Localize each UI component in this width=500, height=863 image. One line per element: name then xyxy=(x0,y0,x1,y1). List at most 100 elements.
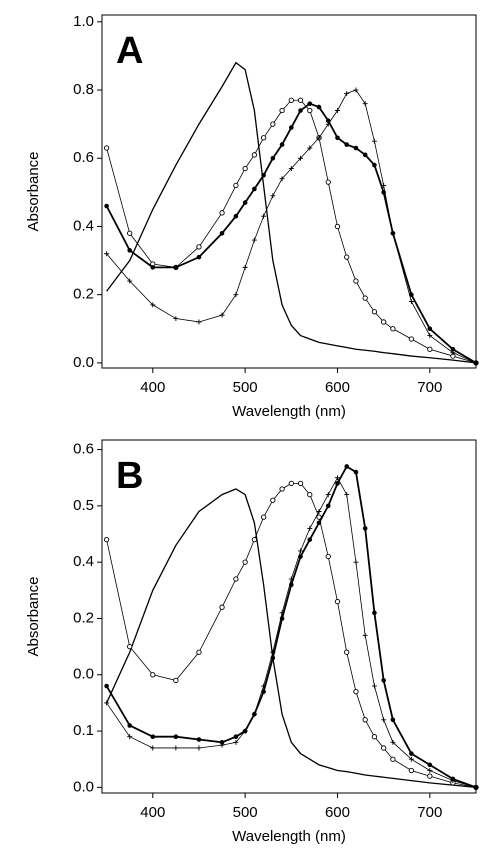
dot-marker xyxy=(150,265,156,270)
circle-marker xyxy=(390,326,396,332)
circle-marker xyxy=(251,152,258,158)
plus-marker xyxy=(251,237,257,243)
plus-marker xyxy=(127,734,133,740)
x-tick-label: 500 xyxy=(233,804,258,821)
dot-marker xyxy=(325,503,331,509)
plus-marker xyxy=(173,316,179,322)
circle-marker xyxy=(260,514,267,520)
dot-marker xyxy=(381,678,386,683)
dot-marker xyxy=(409,751,414,756)
plus-marker xyxy=(427,767,433,773)
y-tick-label: 0.6 xyxy=(73,149,94,166)
circle-marker xyxy=(251,537,258,543)
plus-marker xyxy=(362,101,368,107)
circle-marker xyxy=(381,745,387,751)
y-tick-label: 0.0 xyxy=(73,354,94,371)
y-tick-label: 0.2 xyxy=(73,286,94,303)
circle-marker xyxy=(233,182,239,189)
circle-marker xyxy=(150,672,156,678)
plus-marker xyxy=(104,251,110,257)
x-tick-label: 500 xyxy=(233,379,258,396)
circle-marker xyxy=(233,576,239,582)
circle-marker xyxy=(127,643,133,650)
plus-marker xyxy=(279,610,285,616)
plus-marker xyxy=(196,745,202,751)
spectrum-line xyxy=(106,488,477,789)
plus-marker xyxy=(242,728,248,734)
circle-marker xyxy=(390,756,396,762)
spectrum-line xyxy=(106,476,477,788)
plus-marker xyxy=(270,193,276,199)
dot-marker xyxy=(104,683,109,689)
plus-marker xyxy=(325,492,331,498)
y-tick-label: 0.8 xyxy=(73,81,94,98)
x-axis-label: Wavelength (nm) xyxy=(232,828,346,845)
circle-marker xyxy=(270,121,276,127)
plus-marker xyxy=(307,145,313,151)
x-tick-label: 600 xyxy=(325,379,350,396)
plot-frame xyxy=(101,439,477,794)
x-tick-label: 400 xyxy=(140,804,165,821)
spectrum-line xyxy=(105,102,477,364)
dot-marker xyxy=(344,142,350,147)
y-axis-label: Absorbance xyxy=(25,576,42,656)
plus-marker xyxy=(362,632,368,638)
circle-marker xyxy=(381,319,387,325)
plus-marker xyxy=(173,745,179,751)
dot-marker xyxy=(242,200,248,205)
circle-marker xyxy=(408,767,415,774)
dot-marker xyxy=(307,537,313,542)
plus-marker xyxy=(307,525,313,531)
plus-marker xyxy=(219,312,225,318)
dot-marker xyxy=(427,762,433,768)
circle-marker xyxy=(371,734,378,740)
plus-marker xyxy=(381,717,387,723)
dot-marker xyxy=(127,723,133,728)
plus-marker xyxy=(344,90,350,96)
plus-marker xyxy=(334,107,340,113)
panel-label: B xyxy=(116,455,143,497)
plus-marker xyxy=(344,492,350,498)
y-tick-label: 1.0 xyxy=(73,13,94,30)
plot-frame xyxy=(101,14,477,369)
plus-marker xyxy=(261,683,267,689)
dot-marker xyxy=(173,265,179,270)
plus-marker xyxy=(450,778,456,784)
plus-marker xyxy=(390,739,396,745)
circle-marker xyxy=(297,480,304,487)
plus-marker xyxy=(450,350,456,356)
dot-marker xyxy=(316,520,322,526)
dot-marker xyxy=(270,155,276,161)
circle-marker xyxy=(427,346,433,352)
circle-marker xyxy=(196,244,202,250)
circle-marker xyxy=(307,107,313,114)
dot-marker xyxy=(233,213,239,219)
plus-marker xyxy=(261,213,267,219)
spectrum-line xyxy=(106,61,477,364)
plus-marker xyxy=(371,138,377,144)
dot-marker xyxy=(233,734,239,740)
plus-marker xyxy=(127,278,133,284)
plus-marker xyxy=(390,230,396,236)
dot-marker xyxy=(298,108,303,113)
x-tick-label: 700 xyxy=(417,804,442,821)
circle-marker xyxy=(288,480,294,487)
circle-marker xyxy=(353,278,359,284)
plus-marker xyxy=(150,745,156,751)
dot-marker xyxy=(173,734,179,740)
dot-marker xyxy=(362,526,368,531)
x-axis-label: Wavelength (nm) xyxy=(232,403,346,420)
x-tick-label: 700 xyxy=(417,379,442,396)
x-tick-label: 600 xyxy=(325,804,350,821)
plus-marker xyxy=(233,292,239,298)
plus-marker xyxy=(233,739,239,745)
plus-marker xyxy=(473,360,479,366)
spectrum-line xyxy=(106,99,477,364)
dot-marker xyxy=(450,346,456,352)
circle-marker xyxy=(288,97,294,103)
plus-marker xyxy=(408,298,414,304)
plus-marker xyxy=(242,264,248,270)
dot-marker xyxy=(335,135,340,141)
circle-marker xyxy=(173,677,179,684)
plus-marker xyxy=(104,700,110,706)
